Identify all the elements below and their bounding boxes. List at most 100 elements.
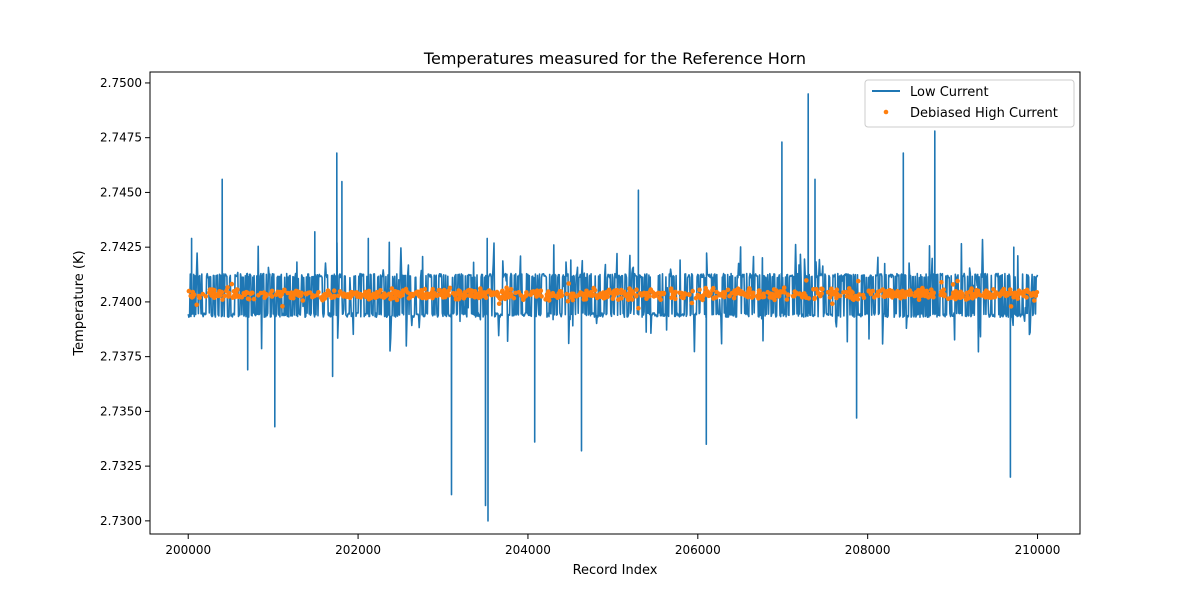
high-current-point	[960, 294, 965, 300]
high-current-point	[830, 301, 835, 307]
high-current-point	[500, 288, 505, 294]
high-current-point	[886, 293, 891, 299]
high-current-point	[993, 291, 999, 297]
high-current-point	[732, 292, 738, 297]
high-current-point	[929, 287, 934, 293]
high-current-point	[478, 294, 484, 300]
y-tick-label: 2.7425	[100, 240, 142, 254]
high-current-point	[581, 293, 586, 299]
high-current-point	[950, 282, 956, 287]
high-current-point	[382, 294, 388, 300]
high-current-point	[913, 290, 919, 295]
high-current-point	[713, 295, 719, 300]
high-current-point	[721, 291, 727, 297]
high-current-point	[594, 293, 600, 298]
high-current-point	[690, 288, 695, 294]
high-current-point	[288, 295, 294, 301]
high-current-point	[711, 285, 716, 291]
high-current-point	[604, 294, 609, 299]
high-current-point	[895, 288, 900, 294]
high-current-point	[751, 293, 756, 299]
high-current-point	[955, 278, 960, 284]
high-current-point	[242, 292, 248, 297]
high-current-point	[901, 293, 907, 299]
high-current-point	[279, 290, 284, 295]
high-current-point	[920, 292, 925, 297]
high-current-point	[1025, 289, 1031, 295]
high-current-point	[1016, 288, 1022, 294]
high-current-point	[571, 294, 576, 299]
high-current-point	[504, 289, 510, 294]
high-current-point	[237, 293, 242, 299]
high-current-point	[406, 296, 412, 301]
high-current-point	[797, 291, 802, 296]
high-current-point	[779, 289, 784, 295]
high-current-point	[785, 292, 791, 298]
high-current-point	[829, 288, 834, 293]
high-current-point	[565, 298, 571, 304]
high-current-point	[521, 296, 526, 301]
high-current-point	[968, 290, 973, 295]
high-current-point	[673, 296, 678, 302]
high-current-point	[190, 294, 196, 299]
high-current-point	[246, 296, 252, 302]
high-current-point	[767, 295, 772, 300]
high-current-point	[536, 291, 541, 297]
series-low-current	[187, 93, 1039, 522]
high-current-point	[844, 294, 850, 299]
legend: Low Current Debiased High Current	[864, 79, 1075, 128]
high-current-point	[939, 279, 944, 285]
high-current-point	[855, 278, 861, 284]
high-current-point	[388, 293, 394, 299]
high-current-point	[219, 289, 225, 295]
high-current-point	[677, 290, 682, 296]
high-current-point	[636, 305, 641, 311]
high-current-point	[755, 293, 760, 299]
high-current-point	[868, 291, 874, 297]
high-current-point	[288, 291, 294, 296]
high-current-point	[278, 293, 283, 299]
y-tick-label: 2.7375	[100, 350, 142, 364]
high-current-point	[661, 291, 666, 297]
x-tick-label: 210000	[1015, 543, 1061, 557]
high-current-point	[508, 287, 514, 292]
high-current-point	[462, 293, 468, 298]
high-current-point	[697, 287, 702, 293]
high-current-point	[771, 287, 777, 292]
high-current-point	[225, 285, 230, 290]
high-current-point	[1022, 289, 1027, 294]
high-current-point	[772, 297, 777, 303]
high-current-point	[209, 287, 215, 292]
x-tick-label: 200000	[165, 543, 211, 557]
high-current-point	[226, 292, 232, 297]
high-current-point	[804, 278, 809, 283]
high-current-point	[342, 293, 348, 299]
x-tick-label: 208000	[845, 543, 891, 557]
x-tick-label: 204000	[505, 543, 551, 557]
high-current-point	[970, 293, 976, 299]
high-current-point	[200, 291, 206, 297]
high-current-point	[802, 291, 807, 296]
high-current-point	[194, 302, 199, 308]
high-current-point	[592, 288, 598, 293]
high-current-point	[220, 297, 225, 302]
high-current-point	[550, 290, 556, 296]
high-current-point	[877, 288, 883, 294]
high-current-point	[811, 287, 816, 292]
y-tick-label: 2.7325	[100, 459, 142, 473]
high-current-point	[361, 292, 367, 298]
high-current-point	[420, 295, 425, 301]
high-current-point	[672, 291, 677, 297]
high-current-point	[851, 297, 856, 303]
high-current-point	[998, 291, 1003, 296]
high-current-point	[655, 290, 661, 296]
high-current-point	[409, 291, 415, 297]
high-current-point	[491, 290, 496, 295]
plot-area	[149, 71, 1081, 535]
high-current-point	[633, 293, 639, 298]
high-current-point	[610, 296, 616, 302]
y-axis-label: Temperature (K)	[72, 250, 87, 356]
chart-title: Temperatures measured for the Reference …	[423, 49, 806, 68]
high-current-point	[558, 289, 564, 294]
high-current-point	[874, 292, 879, 298]
